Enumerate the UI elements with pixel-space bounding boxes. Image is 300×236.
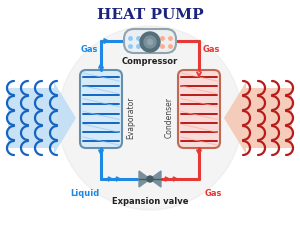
Text: Liquid: Liquid (70, 189, 100, 198)
Text: Compressor: Compressor (122, 57, 178, 66)
Text: Expansion valve: Expansion valve (112, 197, 188, 206)
FancyArrow shape (224, 82, 292, 154)
Text: Gas: Gas (202, 46, 220, 55)
Circle shape (140, 32, 160, 52)
Circle shape (144, 36, 156, 48)
Polygon shape (150, 171, 161, 187)
Polygon shape (139, 171, 150, 187)
Circle shape (58, 26, 242, 210)
Text: Condenser: Condenser (164, 97, 173, 139)
Text: Gas: Gas (204, 189, 222, 198)
FancyBboxPatch shape (124, 29, 176, 53)
FancyBboxPatch shape (80, 70, 122, 148)
Text: Evaporator: Evaporator (127, 97, 136, 139)
Text: HEAT PUMP: HEAT PUMP (97, 8, 203, 22)
Text: Gas: Gas (80, 46, 98, 55)
Circle shape (148, 39, 152, 45)
FancyBboxPatch shape (178, 70, 220, 148)
FancyArrow shape (8, 82, 76, 154)
Circle shape (147, 176, 153, 182)
